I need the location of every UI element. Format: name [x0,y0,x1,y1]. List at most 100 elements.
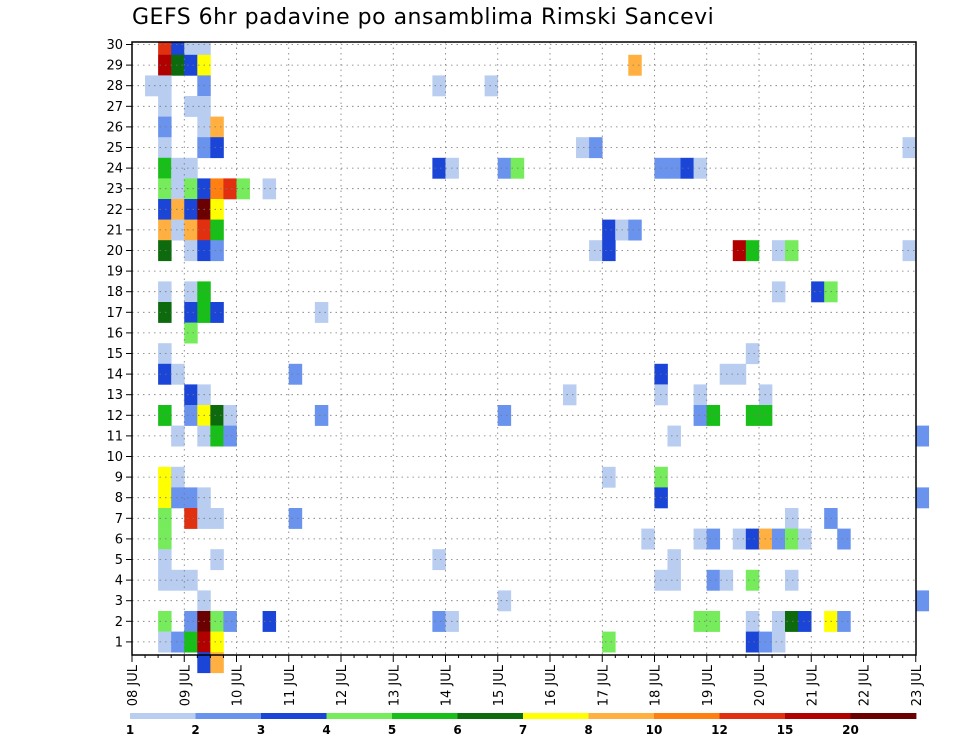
heatmap-cell [589,240,603,262]
legend-swatch [588,713,655,719]
heatmap-cell [745,528,760,550]
legend-label: 6 [453,723,461,737]
heatmap-cell [706,528,721,550]
x-tick-label: 13 JUL [387,664,402,706]
heatmap-cell [223,425,237,447]
y-tick-label: 16 [106,326,123,341]
heatmap-cell [641,528,655,550]
legend-label: 7 [519,723,527,737]
heatmap-cell [210,652,224,674]
heatmap-cell [262,611,277,632]
heatmap-cell [497,405,512,426]
heatmap-cell [288,508,303,529]
heatmap-cell [171,157,185,179]
heatmap-cell [158,631,172,653]
y-tick-label: 4 [115,574,123,589]
legend-label: 4 [322,723,330,737]
heatmap-cell [314,302,329,323]
heatmap-cell [171,199,185,220]
heatmap-cell [210,219,224,241]
plot-frame [131,41,917,656]
heatmap-cell [628,54,642,76]
heatmap-cell [732,240,747,262]
y-tick-label: 22 [106,203,123,218]
heatmap-cell [902,137,916,159]
heatmap-cell [171,178,185,200]
y-tick-label: 24 [106,162,123,177]
x-tick-label: 10 JUL [231,664,246,706]
legend-swatch [850,713,917,719]
heatmap-cell [432,611,446,632]
heatmap-cell [210,240,224,262]
legend-swatch [326,713,393,719]
legend-label: 12 [711,723,728,737]
heatmap-cell [602,240,616,262]
legend-label: 15 [777,723,794,737]
heatmap-cell [602,219,616,241]
heatmap-cell [288,363,303,385]
heatmap-cell [171,466,185,488]
y-tick-label: 19 [106,265,123,280]
heatmap-cell [184,54,198,76]
heatmap-cell [197,652,211,674]
x-tick-label: 23 JUL [910,664,925,706]
y-tick-label: 29 [106,59,123,74]
heatmap-cell [184,199,198,220]
x-tick-label: 09 JUL [178,664,193,706]
heatmap-cell [693,384,708,406]
heatmap-cell [158,487,172,509]
x-axis: 08 JUL 09 JUL 10 JUL 11 JUL 12 JUL 13 JUL 14 J… [126,655,925,706]
heatmap-cell [210,631,224,653]
heatmap-cell [497,590,512,612]
heatmap-cell [184,508,198,529]
legend-label: 8 [584,723,592,737]
heatmap-cell [432,157,446,179]
heatmap-cell [667,425,681,447]
heatmap-cell [210,508,224,529]
x-tick-label: 08 JUL [126,664,141,706]
heatmap-cell [210,116,224,138]
y-tick-label: 17 [106,306,123,321]
heatmap-cell [158,137,172,159]
heatmap-cell [576,137,590,159]
heatmap-cell [158,569,172,591]
y-tick-label: 14 [106,368,123,383]
heatmap-cell [785,528,799,550]
heatmap-cell [184,569,198,591]
heatmap-cell [745,569,760,591]
heatmap-cell [745,631,760,653]
heatmap-cell [197,42,211,56]
heatmap-cell [158,611,172,632]
legend-swatch [654,713,720,719]
y-tick-label: 26 [106,120,123,135]
heatmap-cell [210,137,224,159]
heatmap-cell [158,219,172,241]
y-tick-label: 5 [115,553,123,568]
x-tick-label: 15 JUL [492,664,507,706]
heatmap-cell [158,116,172,138]
x-tick-label: 20 JUL [753,664,768,706]
x-tick-label: 17 JUL [596,664,611,706]
legend-label: 1 [126,723,134,737]
heatmap-cell [171,363,185,385]
heatmap-cell [210,405,224,426]
x-tick-label: 21 JUL [805,664,820,706]
heatmap-cell [706,569,721,591]
legend-swatch [130,713,196,719]
legend-swatch [719,713,786,719]
y-tick-label: 12 [106,409,123,424]
heatmap-cell [771,528,786,550]
heatmap-cell [171,54,185,76]
heatmap-cell [745,240,760,262]
y-tick-label: 11 [106,429,123,444]
heatmap-cell [158,96,172,117]
heatmap-cell [628,219,642,241]
heatmap-cell [497,157,512,179]
heatmap-cell [745,405,760,426]
heatmap-cell [210,425,224,447]
legend-swatch [195,713,262,719]
legend-swatch [523,713,589,719]
legend-swatch [261,713,327,719]
heatmap-cell [693,611,708,632]
heatmap-cell [158,343,172,365]
